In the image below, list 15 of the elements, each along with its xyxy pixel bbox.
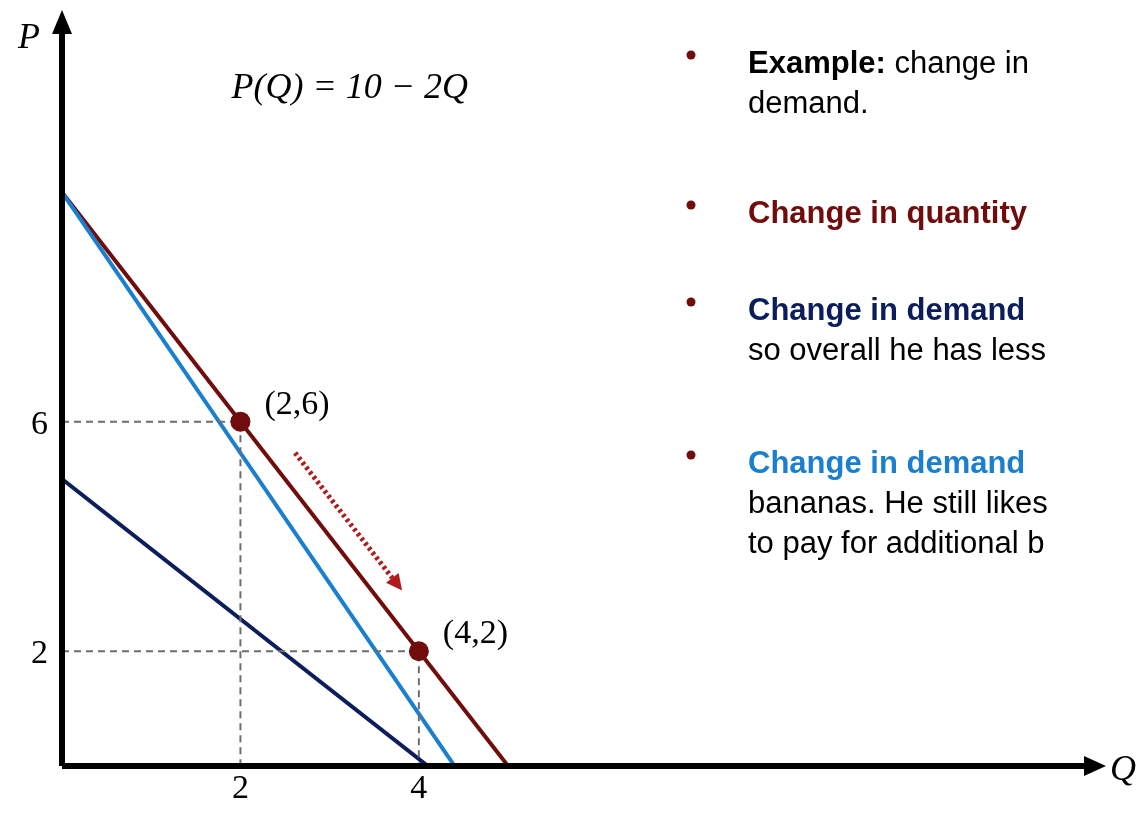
y-tick-label: 6 <box>31 403 48 441</box>
x-tick-label: 4 <box>410 768 428 806</box>
annotation: (2,6) <box>264 383 330 422</box>
x-axis-title: Q <box>1110 748 1136 788</box>
annotation: so overall he has less <box>748 331 1047 369</box>
annotation: Example: change in <box>748 44 1029 82</box>
annotation: (4,2) <box>442 613 509 652</box>
annotation: bananas. He still likes <box>748 484 1048 522</box>
annotation: Change in demand <box>748 444 1026 482</box>
y-axis-title: P <box>17 16 40 56</box>
annotation: demand. <box>748 84 869 122</box>
annotation: P(Q) = 10 − 2Q <box>230 66 469 106</box>
annotation: to pay for additional b <box>748 524 1045 562</box>
annotation: Change in quantity <box>748 194 1027 232</box>
annotation: Change in demand <box>748 291 1026 329</box>
